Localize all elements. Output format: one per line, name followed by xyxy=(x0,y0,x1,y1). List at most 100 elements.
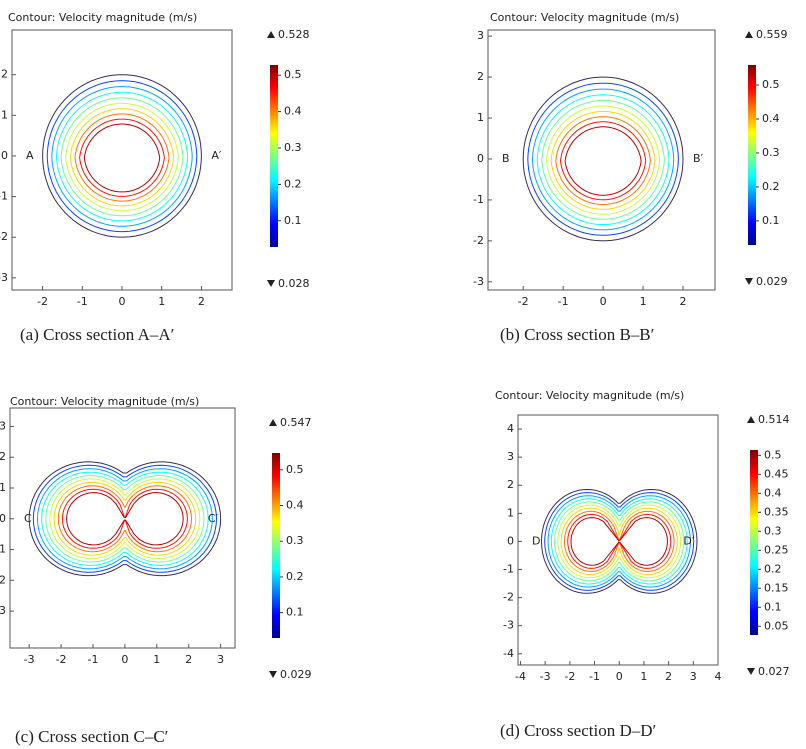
colorbar-tick-label: 0.3 xyxy=(284,141,302,154)
contour-line xyxy=(531,88,675,231)
y-tick-label: 2 xyxy=(507,478,514,491)
colorbar-tick-label: 0.35 xyxy=(764,505,789,518)
contour-line xyxy=(554,501,685,582)
colorbar-max: 0.547 xyxy=(280,416,312,429)
contour-line xyxy=(45,474,205,563)
y-tick-label: 2 xyxy=(1,68,8,81)
colorbar-max: 0.528 xyxy=(278,28,310,41)
section-label: C′ xyxy=(208,512,219,525)
contour-line xyxy=(563,510,675,573)
min-marker xyxy=(747,668,755,675)
contour-line xyxy=(557,504,682,579)
x-tick-label: 2 xyxy=(680,295,687,308)
y-tick-label: 0 xyxy=(477,152,484,165)
colorbar xyxy=(750,450,758,635)
contour-line xyxy=(555,116,651,205)
contour-line xyxy=(28,461,222,577)
contour-line xyxy=(567,513,672,569)
x-tick-label: 1 xyxy=(640,295,647,308)
contour-line xyxy=(41,471,209,566)
y-tick-label: 2 xyxy=(477,70,484,83)
y-tick-label: -3 xyxy=(503,619,514,632)
colorbar-tick-label: 0.25 xyxy=(764,543,789,556)
colorbar-min: 0.028 xyxy=(278,277,310,290)
x-tick-label: -1 xyxy=(87,653,98,666)
panel: Contour: Velocity magnitude (m/s)-4 -3 -2-… xyxy=(495,389,790,740)
colorbar-min: 0.029 xyxy=(756,275,788,288)
panel-title: Contour: Velocity magnitude (m/s) xyxy=(8,11,197,24)
contour-line xyxy=(522,76,684,242)
section-label: B xyxy=(502,152,510,165)
x-tick-label: 0 xyxy=(121,653,128,666)
contour-line xyxy=(79,118,165,197)
y-tick-label: 1 xyxy=(0,481,6,494)
y-tick-label: -3 xyxy=(0,604,6,617)
contour-line xyxy=(559,121,647,201)
panel-title: Contour: Velocity magnitude (m/s) xyxy=(490,11,679,24)
x-tick-label: -2 xyxy=(564,670,575,683)
contour-line xyxy=(74,113,170,202)
y-tick-label: 3 xyxy=(477,29,484,42)
x-tick-label: 1 xyxy=(640,670,647,683)
colorbar-tick-label: 0.4 xyxy=(284,105,302,118)
max-marker xyxy=(267,31,275,38)
contour-line xyxy=(83,123,161,193)
section-label: A′ xyxy=(211,149,222,162)
contour-line xyxy=(550,110,656,210)
x-tick-label: 2 xyxy=(198,295,205,308)
contour-line xyxy=(560,507,678,576)
contour-line xyxy=(527,82,679,236)
colorbar-tick-label: 0.5 xyxy=(762,78,780,91)
y-tick-label: -2 xyxy=(0,573,6,586)
contour-line xyxy=(61,488,188,549)
x-tick-label: 1 xyxy=(158,295,165,308)
colorbar-tick-label: 0.05 xyxy=(764,619,789,632)
y-tick-label: -1 xyxy=(0,543,6,556)
colorbar-min: 0.029 xyxy=(280,668,312,681)
colorbar-max: 0.559 xyxy=(756,28,788,41)
contour-line xyxy=(36,468,213,570)
colorbar-tick-label: 0.45 xyxy=(764,467,789,480)
section-label: C xyxy=(24,512,32,525)
x-tick-label: -2 xyxy=(56,653,67,666)
contour-line xyxy=(550,498,688,585)
panel-title: Contour: Velocity magnitude (m/s) xyxy=(495,389,684,402)
contour-line xyxy=(65,102,179,212)
colorbar-tick-label: 0.3 xyxy=(764,524,782,537)
section-label: A xyxy=(26,149,34,162)
colorbar-tick-label: 0.1 xyxy=(284,214,302,227)
x-tick-label: 0 xyxy=(616,670,623,683)
colorbar-tick-label: 0.1 xyxy=(286,606,304,619)
y-tick-label: -1 xyxy=(0,190,8,203)
contour-line xyxy=(32,464,218,573)
contour-line xyxy=(60,97,184,217)
contour-line xyxy=(547,495,692,588)
y-tick-label: 3 xyxy=(0,419,6,432)
y-tick-label: 3 xyxy=(507,450,514,463)
contour-line xyxy=(66,492,184,546)
x-tick-label: 3 xyxy=(217,653,224,666)
panel: Contour: Velocity magnitude (m/s) -2 -1 0 1 2… xyxy=(473,11,787,344)
contour-line xyxy=(570,517,669,566)
colorbar-tick-label: 0.1 xyxy=(764,600,782,613)
x-tick-label: -2 xyxy=(37,295,48,308)
section-label: B′ xyxy=(693,152,704,165)
caption: (c) Cross section C–C′ xyxy=(15,727,168,746)
caption: (b) Cross section B–B′ xyxy=(500,325,654,344)
min-marker xyxy=(269,671,277,678)
max-marker xyxy=(269,419,277,426)
contour-line xyxy=(564,126,642,196)
contour-line xyxy=(46,80,198,233)
y-tick-label: 0 xyxy=(507,534,514,547)
contour-line xyxy=(69,108,175,207)
y-tick-label: 4 xyxy=(507,422,514,435)
plot-frame xyxy=(11,29,233,291)
y-tick-label: 2 xyxy=(0,450,6,463)
colorbar-tick-label: 0.5 xyxy=(764,448,782,461)
x-tick-label: 2 xyxy=(665,670,672,683)
contour-line xyxy=(541,100,665,220)
y-tick-label: -2 xyxy=(473,234,484,247)
panel: Contour: Velocity magnitude (m/s) -3 -2 -1 0… xyxy=(0,395,312,746)
y-tick-label: -3 xyxy=(473,275,484,288)
